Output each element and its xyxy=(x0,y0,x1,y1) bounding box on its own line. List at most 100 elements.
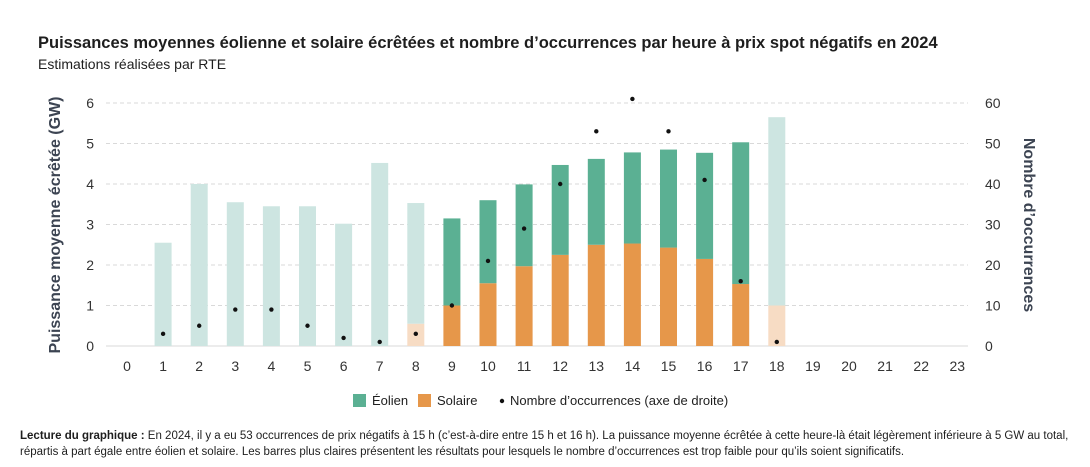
occurrence-dot xyxy=(485,258,491,264)
chart-title: Puissances moyennes éolienne et solaire … xyxy=(38,34,938,52)
occurrence-dot xyxy=(160,331,166,337)
x-tick-label: 6 xyxy=(340,358,348,374)
gridlines xyxy=(106,102,968,347)
bar-eolien xyxy=(335,223,353,346)
legend-swatch-eolien xyxy=(353,394,366,407)
y2-tick-label: 0 xyxy=(985,338,993,354)
x-tick-label: 3 xyxy=(231,358,239,374)
x-tick-label: 4 xyxy=(268,358,276,374)
occurrence-dot xyxy=(630,96,635,102)
occurrence-dots xyxy=(160,96,779,345)
bar-solaire xyxy=(515,266,533,346)
y2-tick-label: 30 xyxy=(985,217,1001,233)
x-tick-label: 11 xyxy=(517,358,532,374)
bar-eolien xyxy=(696,152,714,259)
y2-tick-label: 20 xyxy=(985,257,1001,273)
x-tick-label: 18 xyxy=(769,358,785,374)
occurrence-dot xyxy=(594,129,599,134)
x-tick-label: 8 xyxy=(412,358,420,374)
bar-solaire xyxy=(768,305,786,346)
occurrence-dot xyxy=(702,177,707,183)
x-tick-label: 21 xyxy=(877,358,893,374)
x-tick-label: 9 xyxy=(448,358,456,374)
legend: Éolien Solaire Nombre d’occurrences (axe… xyxy=(353,393,728,408)
occurrence-dot xyxy=(305,323,310,328)
bar-eolien xyxy=(587,158,605,245)
legend-dot-occurrences xyxy=(499,398,505,404)
x-tick-label: 23 xyxy=(950,358,966,374)
y-axis-left-title: Puissance moyenne écrêtée (GW) xyxy=(47,97,64,354)
x-tick-label: 5 xyxy=(304,358,312,374)
bar-solaire xyxy=(587,244,605,346)
y-tick-label: 0 xyxy=(86,338,94,354)
bar-eolien xyxy=(551,164,569,255)
x-tick-label: 22 xyxy=(913,358,929,374)
occurrence-dot xyxy=(341,335,346,341)
y2-tick-label: 40 xyxy=(985,176,1001,192)
occurrence-dot xyxy=(233,307,238,312)
occurrence-dot xyxy=(377,339,382,345)
occurrence-dot xyxy=(413,331,418,337)
x-tick-label: 2 xyxy=(195,358,203,374)
bar-eolien xyxy=(226,202,244,346)
y-axis-left-ticks: 0 1 2 3 4 5 6 xyxy=(86,95,94,354)
bar-eolien xyxy=(262,206,280,346)
bar-eolien xyxy=(190,184,208,346)
occurrence-dot xyxy=(269,307,274,312)
y-tick-label: 4 xyxy=(86,176,94,192)
y-tick-label: 1 xyxy=(86,298,94,314)
bar-eolien xyxy=(623,152,641,244)
legend-swatch-solaire xyxy=(418,394,431,407)
bar-eolien xyxy=(407,203,425,324)
bar-eolien xyxy=(660,149,677,248)
bar-group xyxy=(154,117,786,346)
bar-eolien xyxy=(768,117,786,306)
chart-subtitle: Estimations réalisées par RTE xyxy=(38,56,227,72)
x-tick-label: 20 xyxy=(841,358,857,374)
reading-note-text: En 2024, il y a eu 53 occurrences de pri… xyxy=(20,430,1069,458)
y2-tick-label: 10 xyxy=(985,298,1001,314)
bar-eolien xyxy=(479,200,497,284)
bar-solaire xyxy=(443,305,461,346)
occurrence-dot xyxy=(666,129,671,134)
x-tick-label: 19 xyxy=(805,358,821,374)
legend-label-solaire: Solaire xyxy=(437,393,477,408)
x-tick-label: 0 xyxy=(123,358,131,374)
y-axis-right-ticks: 0 10 20 30 40 50 60 xyxy=(985,95,1001,354)
y-tick-label: 5 xyxy=(86,136,94,152)
bar-eolien xyxy=(732,142,750,285)
y-tick-label: 2 xyxy=(86,257,94,273)
x-tick-label: 17 xyxy=(733,358,749,374)
occurrence-dot xyxy=(521,226,527,231)
occurrence-dot xyxy=(197,323,202,328)
x-axis-ticks: 0 1 2 3 4 5 6 7 8 9 10 11 12 13 14 15 16 17 18 19 20 21 22 23 xyxy=(123,358,965,374)
occurrence-dot xyxy=(558,181,563,187)
reading-note-lead: Lecture du graphique : xyxy=(20,430,145,442)
occurrence-dot xyxy=(774,339,779,345)
x-tick-label: 10 xyxy=(480,358,496,374)
bar-solaire xyxy=(479,283,497,346)
y-axis-right-title: Nombre d’occurrences xyxy=(1020,138,1037,312)
x-tick-label: 13 xyxy=(589,358,605,374)
bar-solaire xyxy=(660,247,677,346)
bar-eolien xyxy=(515,184,533,267)
y2-tick-label: 50 xyxy=(985,136,1001,152)
bar-eolien xyxy=(154,242,172,346)
x-tick-label: 14 xyxy=(625,358,641,374)
x-tick-label: 16 xyxy=(697,358,713,374)
bar-eolien xyxy=(443,218,461,306)
bar-solaire xyxy=(696,258,714,346)
bar-solaire xyxy=(732,284,750,346)
occurrence-dot xyxy=(449,303,455,308)
legend-label-eolien: Éolien xyxy=(372,393,408,408)
bar-eolien xyxy=(371,162,389,346)
bar-solaire xyxy=(623,243,641,346)
legend-label-occurrences: Nombre d’occurrences (axe de droite) xyxy=(510,393,728,408)
y2-tick-label: 60 xyxy=(985,95,1001,111)
x-tick-label: 15 xyxy=(661,358,677,374)
y-tick-label: 6 xyxy=(86,95,94,111)
x-tick-label: 12 xyxy=(552,358,568,374)
reading-note: Lecture du graphique : En 2024, il y a e… xyxy=(20,428,1080,460)
x-tick-label: 1 xyxy=(159,358,167,374)
